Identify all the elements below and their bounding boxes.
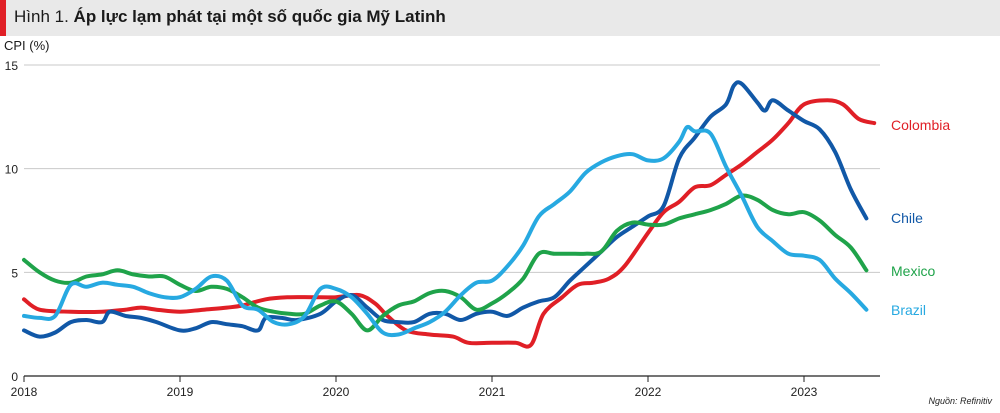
series-label-mexico: Mexico bbox=[891, 263, 936, 279]
figure-label: Hình 1. bbox=[14, 7, 69, 26]
title-accent-bar bbox=[0, 0, 6, 36]
chart-title: Hình 1. Áp lực lạm phát tại một số quốc … bbox=[14, 7, 446, 27]
series-line-chile bbox=[22, 80, 869, 339]
figure-title: Áp lực lạm phát tại một số quốc gia Mỹ L… bbox=[73, 7, 446, 26]
x-tick-label-2022: 2022 bbox=[635, 385, 662, 399]
x-tick-label-2019: 2019 bbox=[167, 385, 194, 399]
series-label-chile: Chile bbox=[891, 210, 923, 226]
series-line-colombia bbox=[22, 98, 877, 349]
series-label-brazil: Brazil bbox=[891, 302, 926, 318]
y-tick-label-0: 0 bbox=[11, 370, 18, 384]
x-tick-label-2018: 2018 bbox=[11, 385, 38, 399]
x-tick-label-2023: 2023 bbox=[791, 385, 818, 399]
title-bar: Hình 1. Áp lực lạm phát tại một số quốc … bbox=[0, 0, 1000, 36]
x-tick-label-2020: 2020 bbox=[323, 385, 350, 399]
series-label-colombia: Colombia bbox=[891, 117, 950, 133]
source-note: Nguồn: Refinitiv bbox=[928, 396, 992, 406]
y-tick-label-15: 15 bbox=[5, 59, 19, 73]
y-tick-label-10: 10 bbox=[5, 163, 19, 177]
y-tick-label-5: 5 bbox=[11, 266, 18, 280]
y-axis-label: CPI (%) bbox=[4, 38, 50, 53]
series-line-mexico bbox=[22, 193, 869, 333]
series-line-brazil bbox=[22, 124, 869, 338]
x-tick-label-2021: 2021 bbox=[479, 385, 506, 399]
